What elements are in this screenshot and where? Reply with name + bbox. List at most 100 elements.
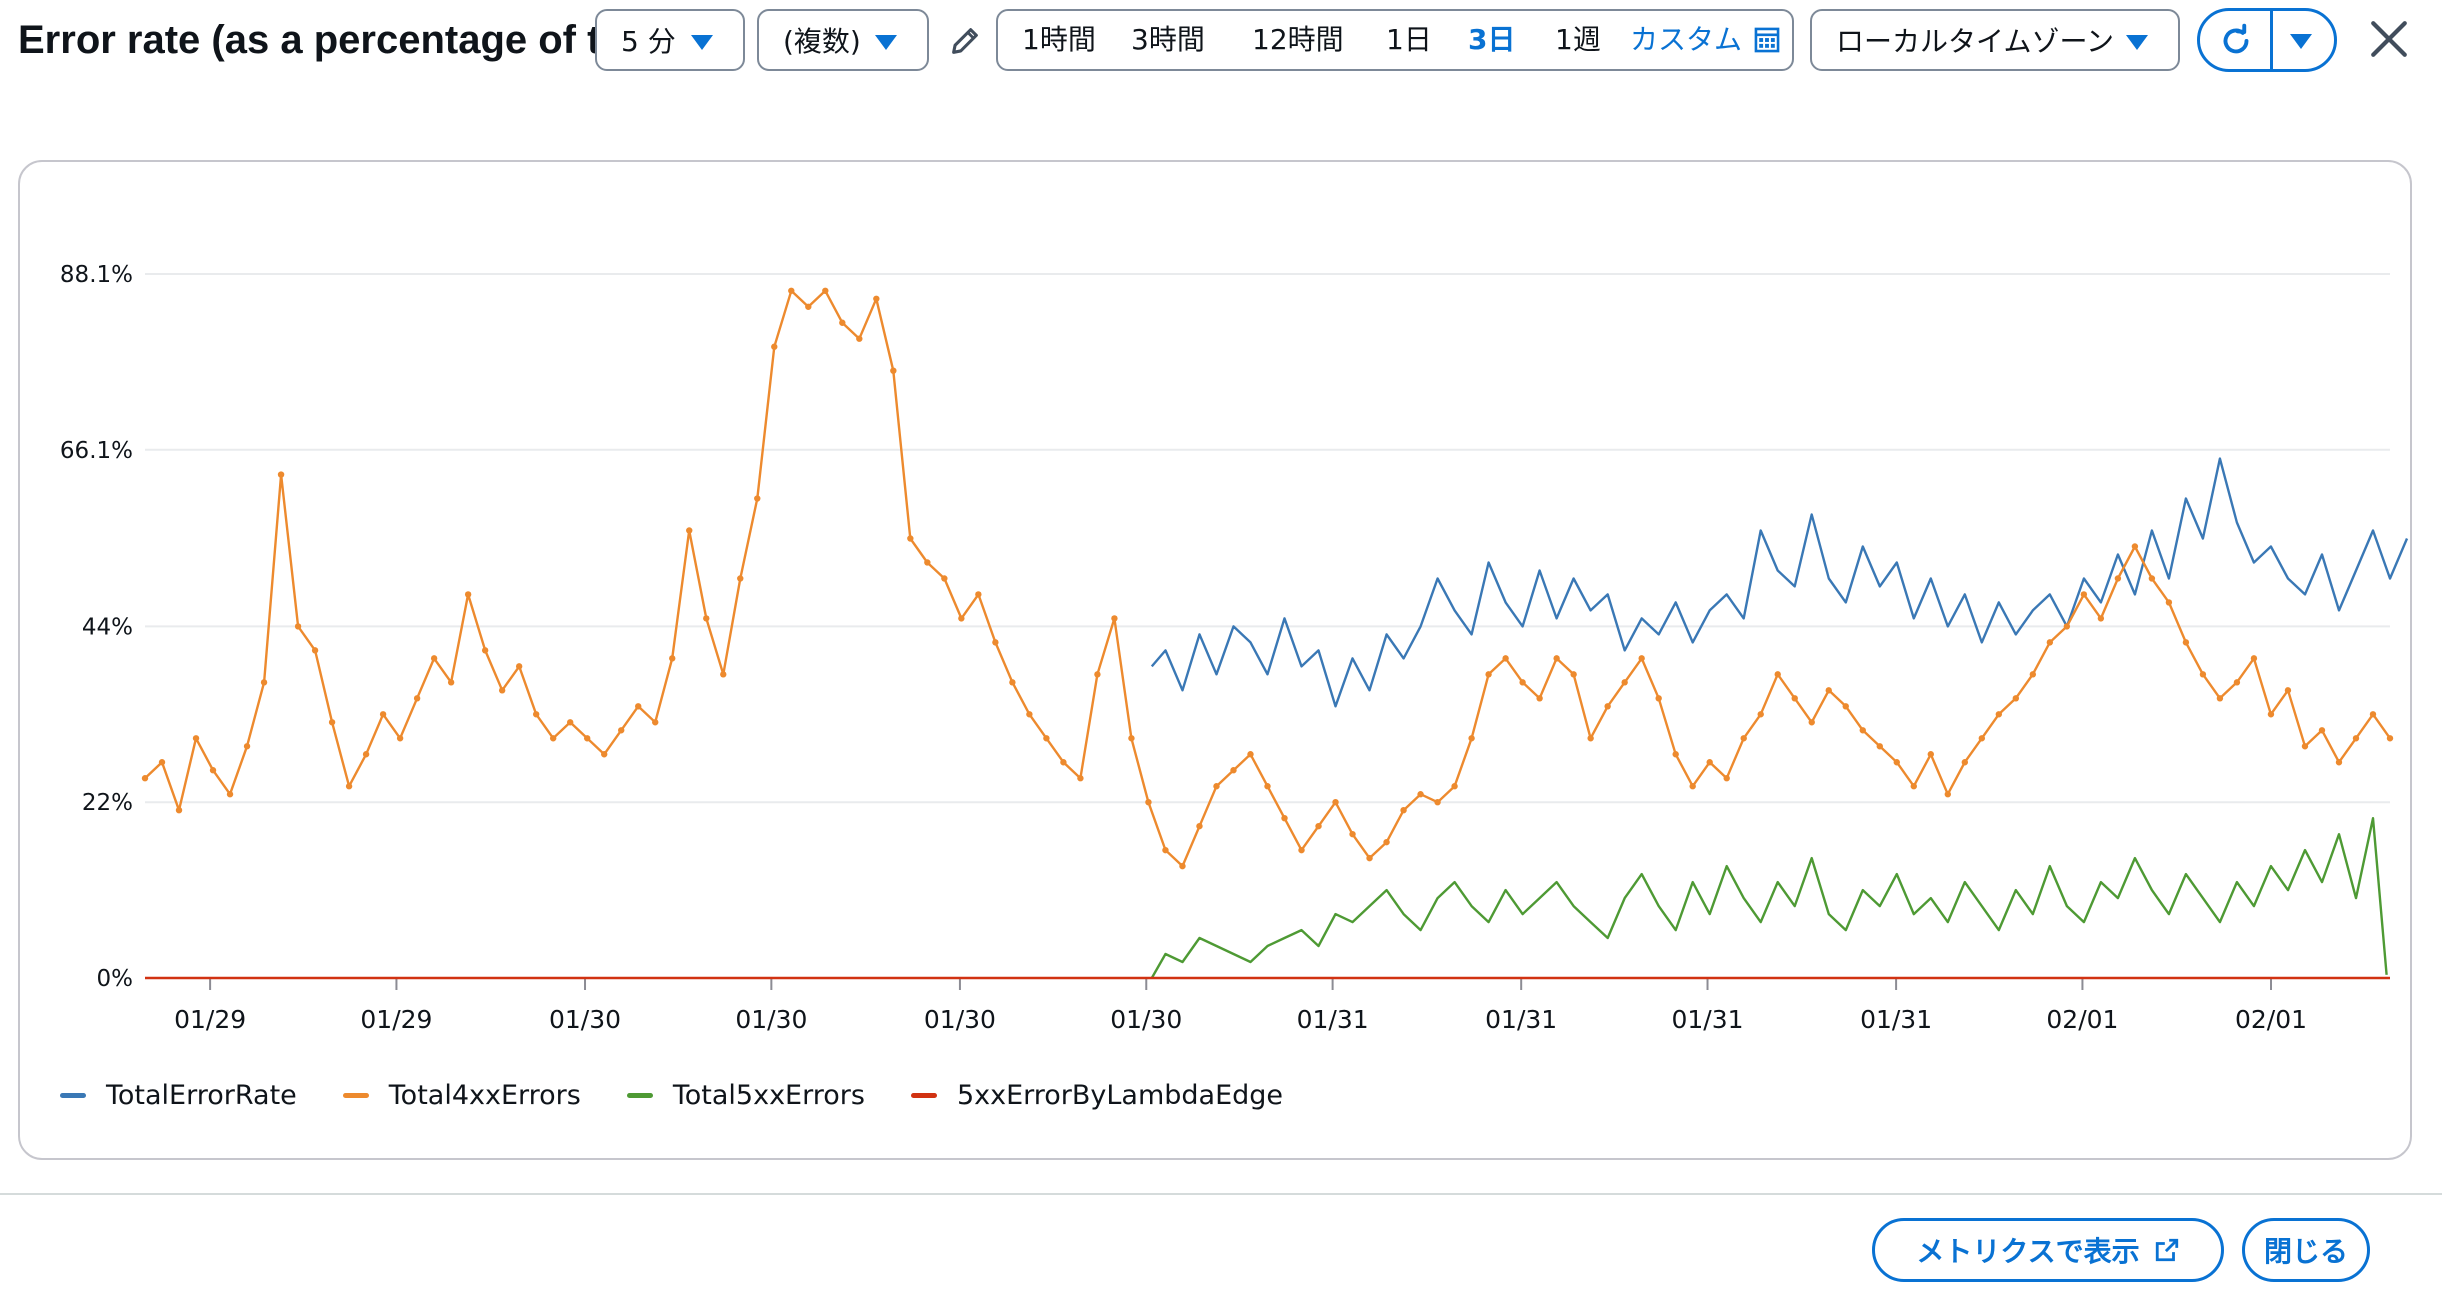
data-point xyxy=(1196,822,1203,830)
data-point xyxy=(1893,759,1900,766)
data-point xyxy=(2267,711,2275,718)
data-point xyxy=(1060,759,1067,766)
data-point xyxy=(1808,719,1815,726)
x-tick-label: 01/31 xyxy=(1297,1005,1369,1034)
data-point xyxy=(515,663,523,670)
data-point xyxy=(1570,671,1577,678)
data-point xyxy=(1604,703,1611,710)
data-point xyxy=(396,735,404,742)
external-link-icon xyxy=(2155,1238,2178,1262)
data-point xyxy=(2284,687,2292,694)
close-icon[interactable] xyxy=(2368,18,2410,60)
data-point xyxy=(1128,735,1135,742)
x-tick-label: 01/30 xyxy=(1110,1005,1182,1034)
close-button[interactable]: 閉じる xyxy=(2242,1218,2370,1282)
period-select[interactable]: 5 分 xyxy=(595,9,745,71)
legend-label: Total5xxErrors xyxy=(672,1080,865,1111)
data-point xyxy=(1315,822,1322,830)
data-point xyxy=(754,495,761,502)
time-range-custom[interactable]: カスタム xyxy=(1630,23,1743,56)
data-point xyxy=(2216,695,2224,702)
x-tick-label: 01/29 xyxy=(360,1005,432,1034)
x-tick-label: 01/29 xyxy=(174,1005,246,1034)
data-point xyxy=(992,639,999,646)
data-point xyxy=(2335,759,2343,766)
data-point xyxy=(1009,679,1016,686)
data-point xyxy=(1383,838,1390,846)
data-point xyxy=(635,703,642,710)
statistic-select[interactable]: (複数) xyxy=(757,9,929,71)
chart-legend: TotalErrorRate Total4xxErrors Total5xxEr… xyxy=(60,1080,1283,1111)
data-point xyxy=(1825,687,1832,694)
legend-label: TotalErrorRate xyxy=(106,1080,297,1111)
data-point xyxy=(2080,591,2088,598)
data-point xyxy=(362,751,370,758)
data-point xyxy=(260,679,268,686)
data-point xyxy=(2386,735,2394,742)
data-point xyxy=(430,655,438,662)
time-range-3h[interactable]: 3時間 xyxy=(1131,23,1205,56)
data-point xyxy=(1621,679,1628,686)
legend-item-lambda-edge-errors[interactable]: 5xxErrorByLambdaEdge xyxy=(910,1080,1284,1111)
data-point xyxy=(1332,798,1339,806)
chevron-down-icon xyxy=(691,35,713,50)
y-tick-label: 0% xyxy=(97,966,134,992)
data-point xyxy=(447,679,455,686)
data-point xyxy=(141,775,149,782)
legend-swatch xyxy=(342,1093,369,1098)
series-line-Total5xxErrors xyxy=(1150,817,2388,979)
calendar-icon[interactable] xyxy=(1754,27,1780,53)
data-point xyxy=(1842,703,1849,710)
data-point xyxy=(839,319,846,326)
data-point xyxy=(1400,806,1407,814)
data-point xyxy=(1026,711,1033,718)
data-point xyxy=(652,719,659,726)
data-point xyxy=(1961,759,1969,766)
x-tick-label: 01/30 xyxy=(549,1005,621,1034)
time-range-12h[interactable]: 12時間 xyxy=(1252,23,1344,56)
y-tick-label: 66.1% xyxy=(60,438,133,464)
data-point xyxy=(2182,639,2190,646)
data-point xyxy=(771,343,778,350)
data-point xyxy=(924,559,931,566)
legend-swatch xyxy=(60,1093,86,1098)
data-point xyxy=(2046,639,2054,646)
chevron-down-icon[interactable] xyxy=(2290,34,2312,49)
data-point xyxy=(1281,814,1288,822)
data-point xyxy=(788,287,795,294)
time-range-1d[interactable]: 1日 xyxy=(1386,23,1432,56)
time-range-3d[interactable]: 3日 xyxy=(1468,23,1516,56)
x-tick-label: 01/31 xyxy=(1485,1005,1557,1034)
data-point xyxy=(975,591,982,598)
view-in-metrics-button[interactable]: メトリクスで表示 xyxy=(1872,1218,2224,1282)
data-point xyxy=(822,287,829,294)
timezone-select[interactable]: ローカルタイムゾーン xyxy=(1810,9,2180,71)
x-tick-label: 01/31 xyxy=(1860,1005,1932,1034)
data-point xyxy=(1111,615,1118,622)
pencil-icon[interactable] xyxy=(948,24,982,58)
data-point xyxy=(686,527,693,534)
data-point xyxy=(1077,775,1084,782)
legend-label: Total4xxErrors xyxy=(388,1080,581,1111)
legend-label: 5xxErrorByLambdaEdge xyxy=(956,1080,1284,1111)
series-line-Total4xxErrors xyxy=(144,289,2391,868)
legend-item-total-error-rate[interactable]: TotalErrorRate xyxy=(60,1080,297,1111)
data-point xyxy=(2097,615,2105,622)
legend-item-total-4xx-errors[interactable]: Total4xxErrors xyxy=(342,1080,581,1111)
data-point xyxy=(1791,695,1798,702)
time-range-1w[interactable]: 1週 xyxy=(1555,23,1601,56)
data-point xyxy=(2148,575,2156,582)
widget-title: Error rate (as a percentage of total req… xyxy=(18,18,598,62)
time-range-segmented[interactable]: 1時間 3時間 12時間 1日 3日 1週 カスタム xyxy=(996,9,1794,71)
data-point xyxy=(1349,830,1356,838)
data-point xyxy=(294,623,302,630)
refresh-split-button[interactable] xyxy=(2197,8,2337,72)
legend-item-total-5xx-errors[interactable]: Total5xxErrors xyxy=(626,1080,865,1111)
y-tick-label: 44% xyxy=(82,614,133,640)
data-point xyxy=(1978,735,1986,742)
data-point xyxy=(2301,743,2309,750)
refresh-icon[interactable] xyxy=(2218,23,2254,59)
data-point xyxy=(2250,655,2258,662)
data-point xyxy=(226,791,234,798)
time-range-1h[interactable]: 1時間 xyxy=(1022,23,1096,56)
